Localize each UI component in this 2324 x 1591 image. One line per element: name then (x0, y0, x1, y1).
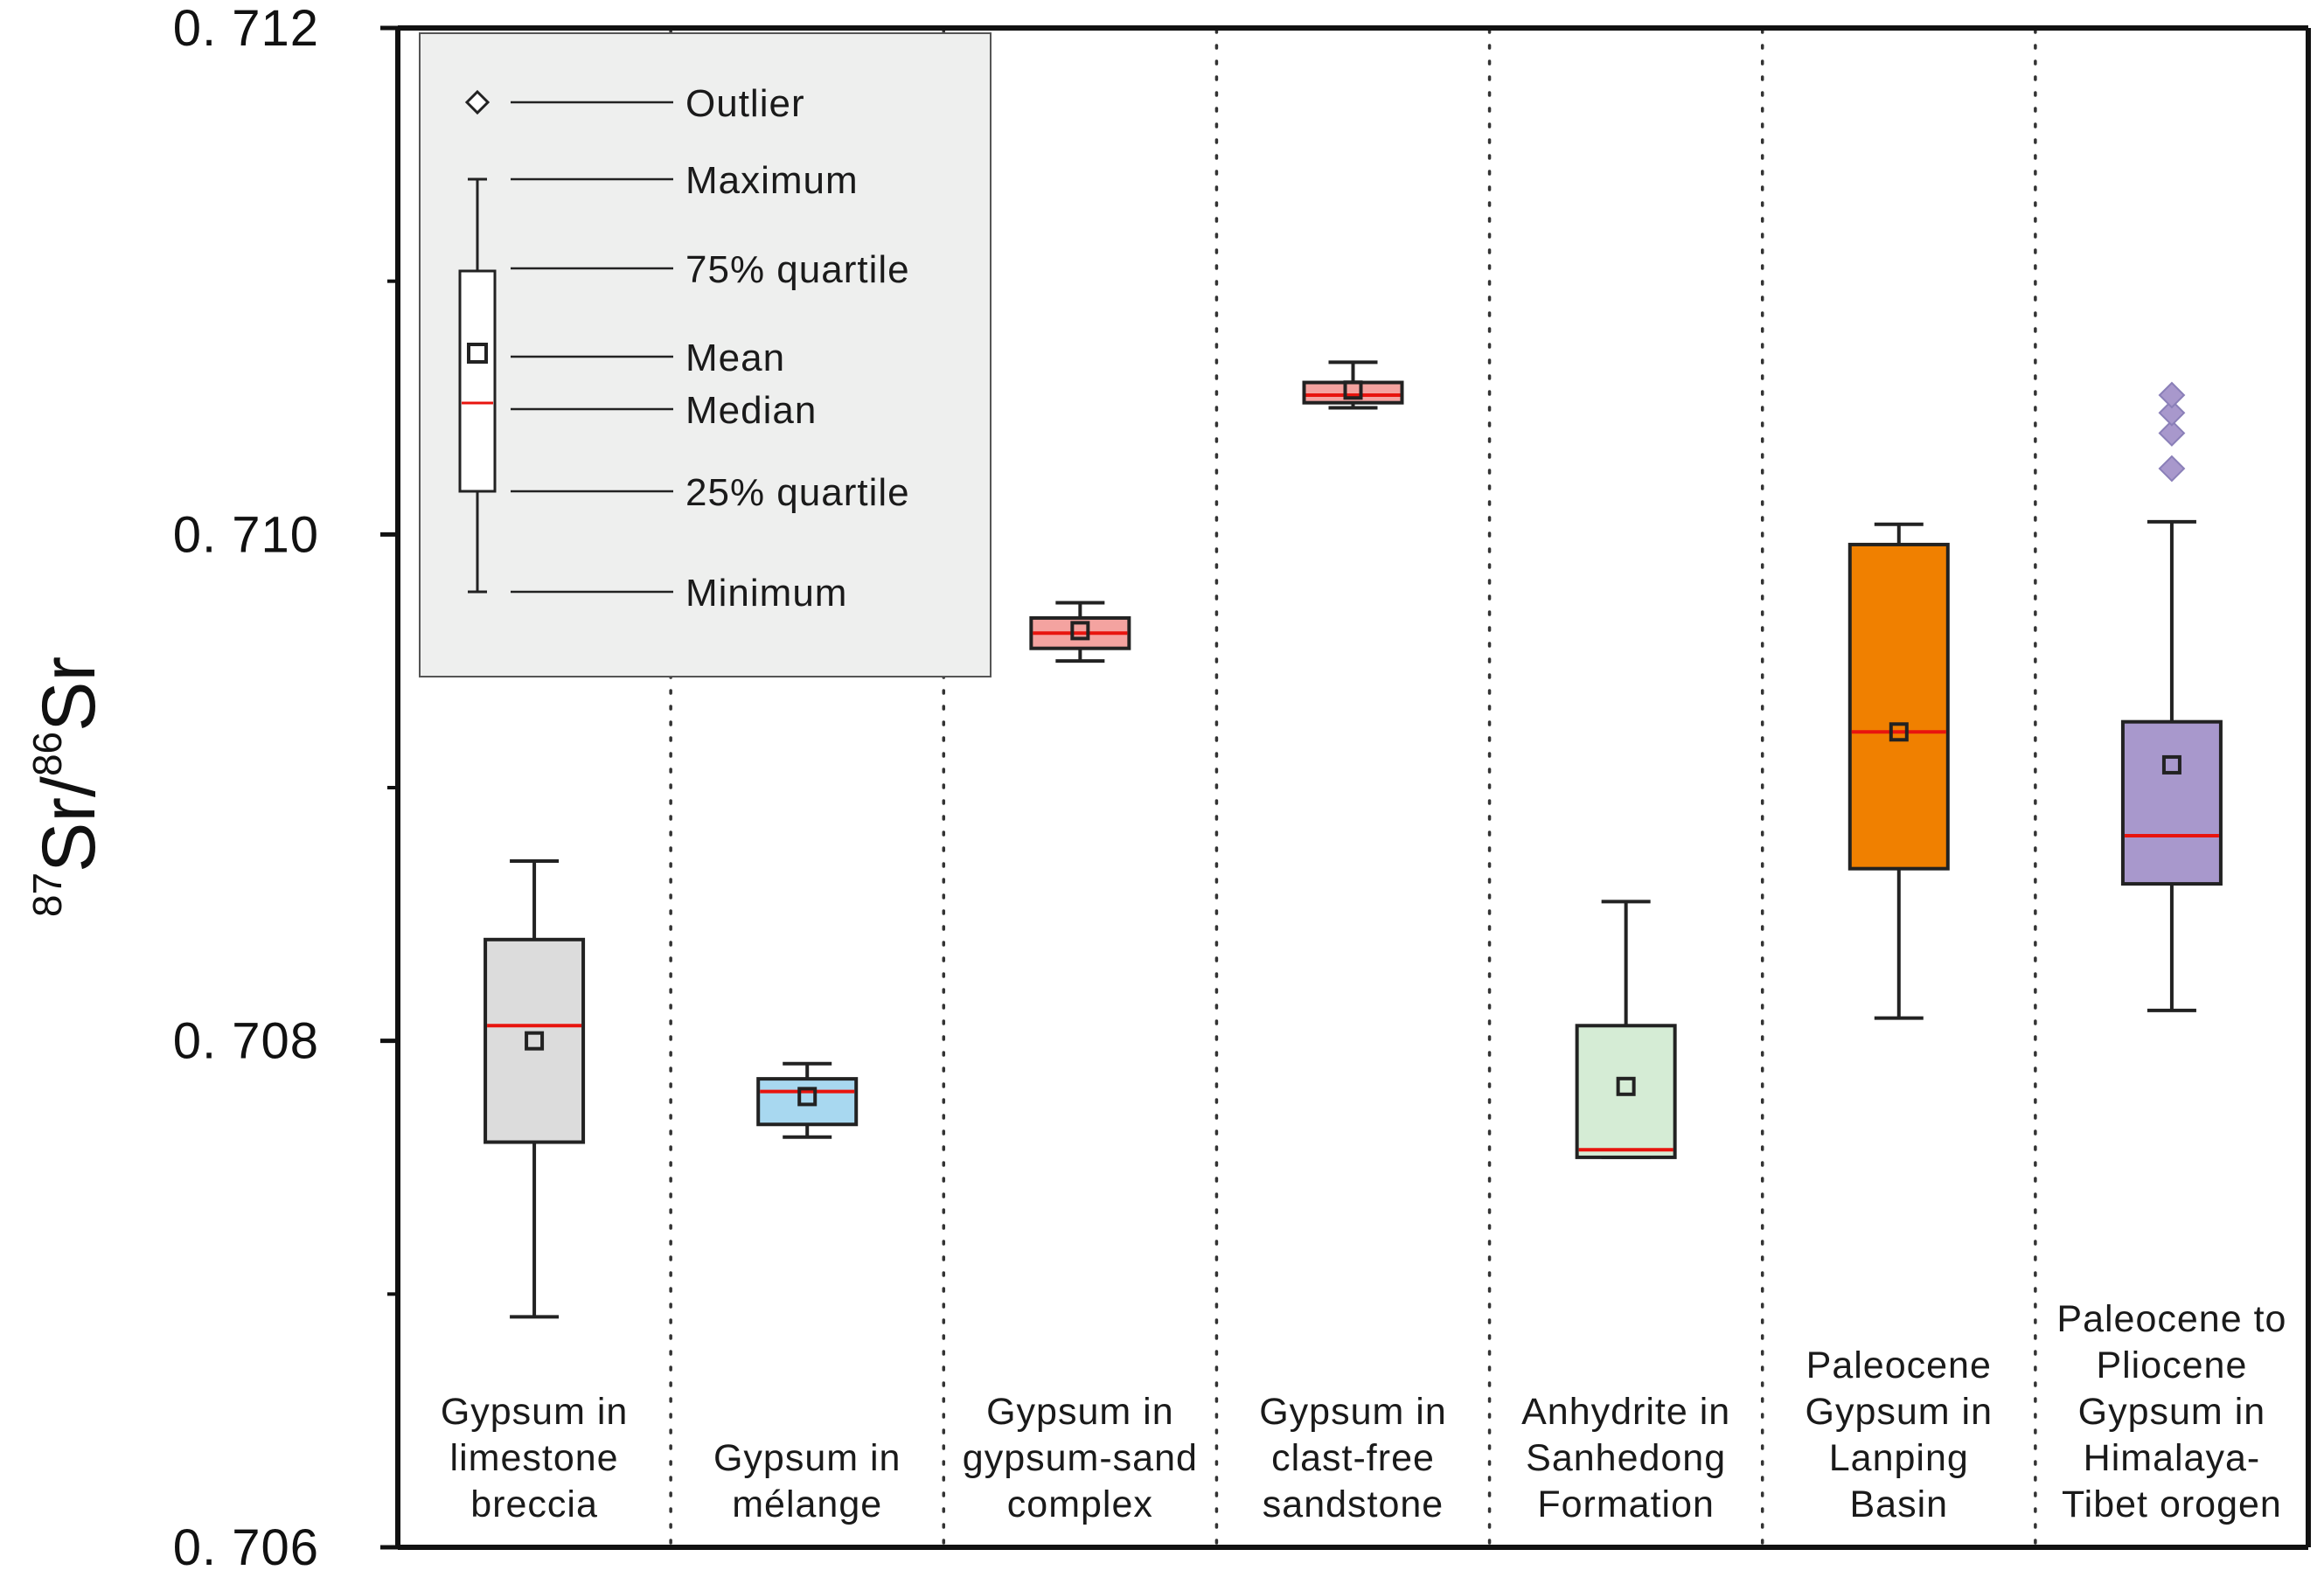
y-tick-label: 0. 706 (173, 1519, 319, 1576)
y-axis-label: 87Sr/86Sr (24, 657, 111, 917)
category-label-line: Gypsum in (1259, 1391, 1447, 1433)
category-label: Paleocene to Pliocene Gypsum in Himalaya-Ti… (2056, 1298, 2286, 1525)
category-label-line: Gypsum in (713, 1437, 901, 1479)
iqr-box (484, 937, 586, 1144)
legend: Outlier Maximum 75% quartile Mean Median 25% … (419, 32, 992, 677)
category-label-line: Paleocene (1806, 1344, 1992, 1386)
legend-box (419, 32, 992, 677)
category-label-line: Gypsum in (986, 1391, 1174, 1433)
mean-marker (2161, 754, 2181, 775)
box-6 (1847, 522, 1950, 1020)
legend-label: Minimum (685, 572, 847, 615)
y-tick-label: 0. 708 (173, 1013, 319, 1070)
category-label-line: Sanhedong (1526, 1437, 1726, 1479)
category-label-line: Himalaya- (2084, 1437, 2261, 1479)
category-label-line: Paleocene to (2056, 1298, 2286, 1340)
category-label-line: Gypsum in (2078, 1391, 2266, 1433)
y-tick-label: 0. 710 (173, 506, 319, 563)
category-label-line: limestone (450, 1437, 619, 1479)
box-4 (1302, 360, 1404, 410)
category-label-line: Gypsum in (1806, 1391, 1993, 1433)
box-5 (1575, 900, 1677, 1159)
legend-label: Outlier (685, 82, 805, 125)
mean-marker (1070, 621, 1090, 641)
category-label-line: clast-free (1271, 1437, 1435, 1479)
box-3 (1029, 601, 1131, 663)
category-label-line: Tibet orogen (2062, 1483, 2282, 1525)
mean-marker (1343, 380, 1363, 400)
category-label-line: Lanping (1829, 1437, 1969, 1479)
legend-label: Mean (685, 337, 785, 379)
legend-label: Maximum (685, 159, 859, 202)
outlier-point (2158, 399, 2186, 427)
category-label-line: breccia (470, 1483, 598, 1525)
category-label-line: gypsum-sand (963, 1437, 1198, 1479)
category-label: Gypsum in gypsum-sand complex (963, 1391, 1198, 1525)
iqr-box (756, 1077, 859, 1127)
category-label-line: Anhydrite in (1521, 1391, 1730, 1433)
box-2 (756, 1061, 859, 1139)
category-label: Gypsum in mélange (713, 1437, 901, 1525)
box-7 (2120, 381, 2223, 1012)
category-label-line: complex (1007, 1483, 1153, 1525)
category-label-line: Formation (1537, 1483, 1715, 1525)
y-axis-label-part: 87 (24, 872, 70, 917)
axes: 0. 706 0. 708 0. 710 0. 712 87Sr/86Sr (24, 0, 2311, 1576)
box-1 (484, 859, 586, 1319)
y-axis-label-part: Sr/ (27, 776, 111, 872)
legend-label: Median (685, 389, 817, 432)
iqr-box (1575, 1024, 1677, 1159)
mean-marker (525, 1031, 545, 1051)
box-plots (484, 360, 2223, 1319)
legend-mean-marker (467, 343, 488, 364)
legend-iqr-box (458, 269, 497, 493)
category-label: Gypsum in clast-free sandstone (1259, 1391, 1447, 1525)
mean-marker (1616, 1076, 1636, 1096)
legend-label: 75% quartile (685, 248, 910, 291)
outlier-point (2158, 381, 2186, 409)
legend-outlier-marker (464, 89, 491, 115)
iqr-box (2120, 719, 2223, 886)
category-label: Anhydrite in Sanhedong Formation (1521, 1391, 1730, 1525)
category-label-line: Pliocene (2096, 1344, 2247, 1386)
iqr-box (1847, 542, 1950, 871)
mean-marker (1889, 722, 1909, 742)
category-label: Gypsum in limestone breccia (441, 1391, 629, 1525)
y-axis-label-part: Sr (27, 657, 111, 732)
category-label-line: Gypsum in (441, 1391, 629, 1433)
mean-marker (797, 1087, 818, 1107)
y-tick-label: 0. 712 (173, 0, 319, 57)
outlier-point (2158, 420, 2186, 447)
outlier-point (2158, 455, 2186, 483)
y-axis-label-part: 86 (24, 732, 70, 776)
legend-label: 25% quartile (685, 471, 910, 514)
iqr-box (1302, 380, 1404, 405)
category-label-line: mélange (732, 1483, 882, 1525)
category-label-line: sandstone (1263, 1483, 1444, 1525)
category-label: Paleocene Gypsum in Lanping Basin (1806, 1344, 1993, 1525)
category-label-line: Basin (1849, 1483, 1948, 1525)
